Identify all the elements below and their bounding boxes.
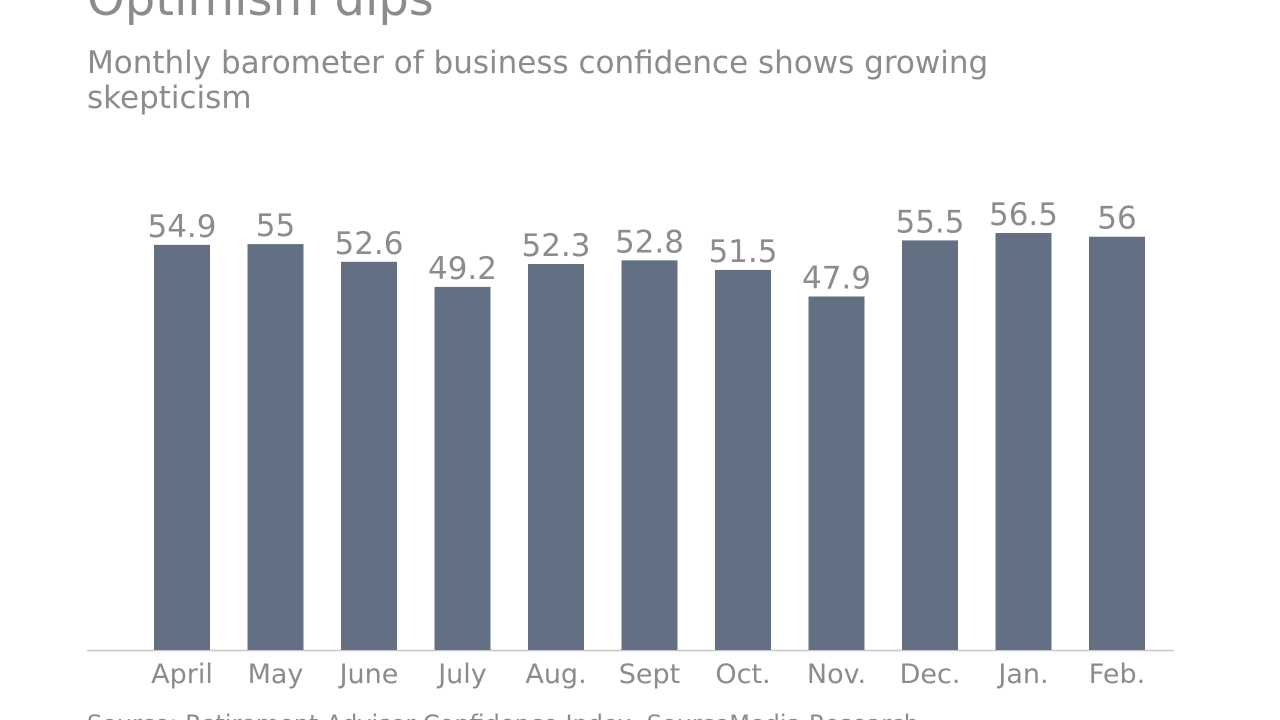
bar [528, 264, 584, 650]
source-note: Source: Retirement Advisor Confidence In… [87, 710, 919, 720]
value-label: 51.5 [708, 234, 777, 270]
value-label: 52.3 [521, 228, 590, 264]
x-tick-label: June [338, 659, 399, 690]
bar [434, 286, 491, 650]
bar [154, 244, 210, 650]
chart-subtitle: skepticism [87, 80, 252, 116]
x-tick-label: July [436, 659, 487, 690]
bar [621, 260, 678, 650]
x-tick-label: Nov. [807, 659, 866, 690]
value-label: 52.6 [334, 226, 403, 262]
value-label: 47.9 [802, 260, 871, 296]
x-tick-label: Feb. [1089, 659, 1145, 690]
value-label: 49.2 [428, 251, 497, 287]
bar [1089, 236, 1145, 650]
bar [808, 296, 865, 650]
bar [341, 261, 397, 650]
bar [715, 269, 771, 650]
value-label: 55.5 [895, 204, 964, 240]
value-label: 52.8 [615, 224, 684, 260]
value-label: 55 [256, 208, 295, 244]
chart-title: Optimism dips [87, 0, 434, 27]
value-label: 56 [1097, 201, 1136, 237]
value-label: 54.9 [147, 209, 216, 245]
bar [995, 233, 1052, 650]
value-label: 56.5 [989, 197, 1058, 233]
x-tick-label: Sept [619, 659, 680, 690]
chart-subtitle: Monthly barometer of business confidence… [87, 45, 988, 81]
x-tick-label: Aug. [525, 659, 586, 690]
bar [902, 240, 958, 650]
x-tick-label: Jan. [996, 659, 1048, 690]
x-tick-label: May [248, 659, 304, 690]
bar [247, 244, 304, 650]
x-tick-label: Dec. [900, 659, 961, 690]
x-tick-label: Oct. [715, 659, 770, 690]
x-tick-label: April [151, 659, 213, 690]
